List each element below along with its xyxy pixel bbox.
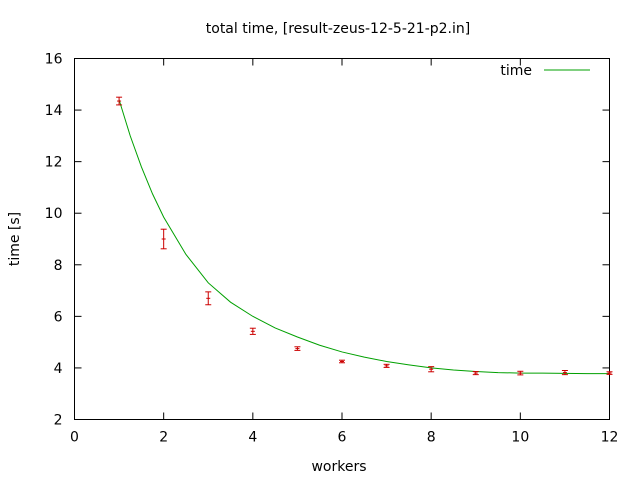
error-bar-point	[428, 366, 435, 373]
x-tick-label: 0	[70, 430, 79, 446]
y-tick-label: 8	[54, 258, 63, 274]
error-bar-point	[339, 359, 345, 364]
data-marks	[116, 96, 613, 376]
y-tick-label: 2	[54, 413, 63, 429]
x-tick-label: 4	[248, 430, 257, 446]
y-tick-label: 14	[45, 103, 63, 119]
error-bar-point	[116, 96, 123, 106]
y-tick-label: 10	[45, 206, 63, 222]
error-bar-point	[160, 228, 167, 250]
x-tick-label: 8	[427, 430, 436, 446]
x-axis-label: workers	[311, 459, 366, 475]
error-bar-point	[561, 370, 568, 376]
chart-title: total time, [result-zeus-12-5-21-p2.in]	[206, 21, 470, 37]
y-axis-label: time [s]	[7, 212, 23, 266]
x-tick-label: 2	[159, 430, 168, 446]
x-tick-label: 10	[511, 430, 529, 446]
error-bar-point	[383, 363, 390, 368]
error-bar-point	[517, 370, 524, 376]
y-tick-label: 16	[45, 52, 63, 68]
x-tick-label: 12	[601, 430, 619, 446]
error-bar-point	[606, 371, 613, 375]
error-bar-point	[294, 346, 301, 351]
error-bar-point	[472, 371, 479, 376]
error-bar-point	[205, 291, 212, 306]
error-bar-point	[249, 327, 256, 335]
y-tick-label: 12	[45, 155, 63, 171]
y-tick-label: 4	[54, 361, 63, 377]
y-tick-label: 6	[54, 309, 63, 325]
legend-label: time	[500, 63, 532, 79]
x-tick-label: 6	[338, 430, 347, 446]
legend: time	[500, 63, 590, 79]
